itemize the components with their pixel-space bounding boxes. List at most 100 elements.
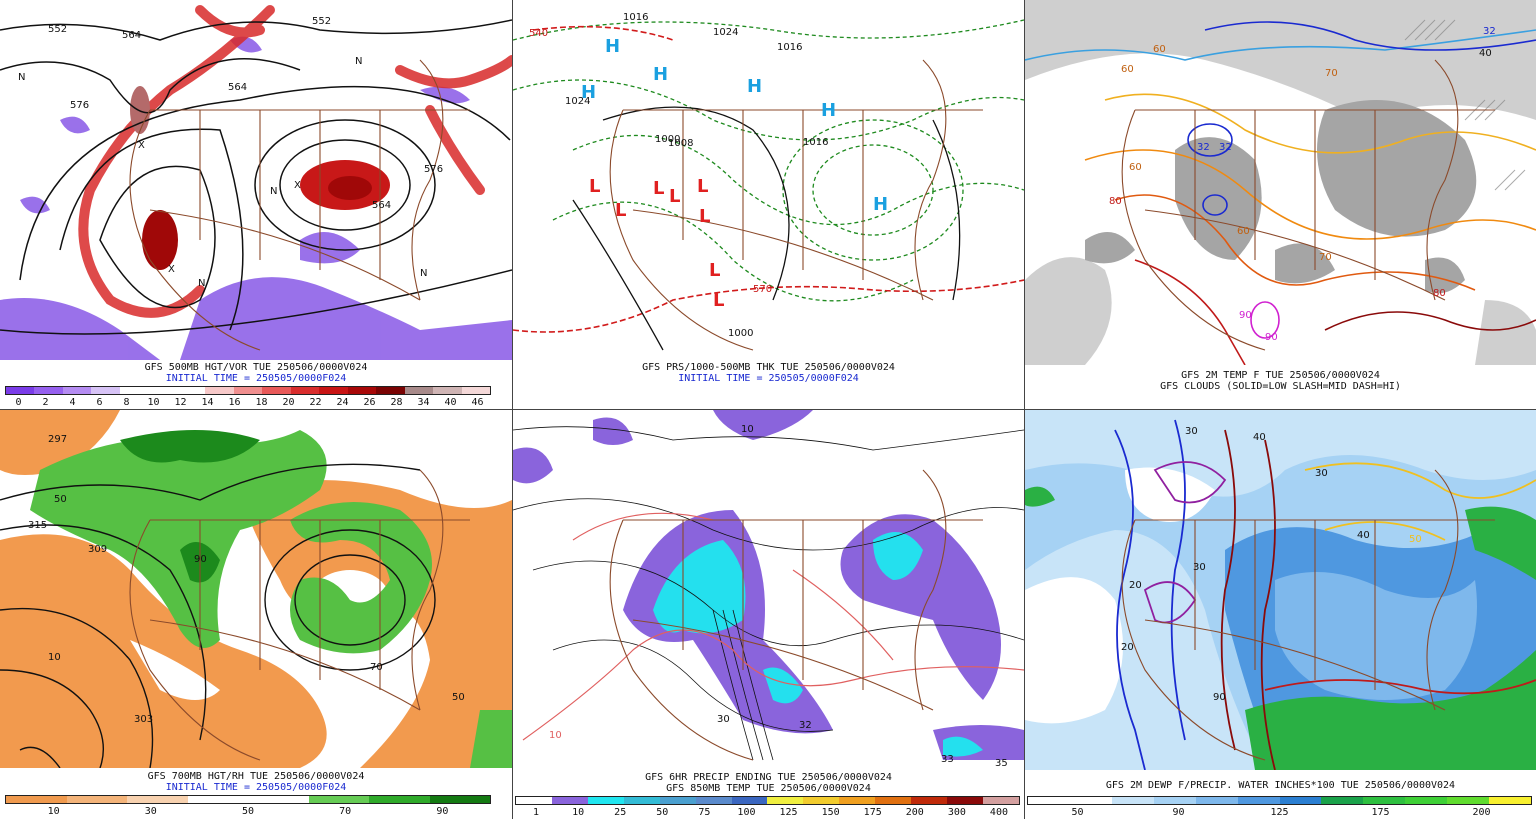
map-label: N [18,72,25,83]
colorbar-swatch [623,797,660,804]
caption-line-1: GFS 2M DEWP F/PRECIP. WATER INCHES*100 T… [1105,780,1456,791]
colorbar-swatch [587,797,624,804]
map-label: N [355,56,362,67]
colorbar-precipitable-water-ticks: 50 90 125 175 200 [1027,807,1532,819]
map-label: X [168,264,175,275]
caption-initial-time: INITIAL TIME = 250505/0000F024 [165,373,347,384]
map-label: 1008 [668,138,693,149]
colorbar-swatch [347,387,377,394]
colorbar-tick-label: 10 [147,397,160,408]
colorbar-swatch [1279,797,1322,804]
map-precipitation: 10 30 32 33 35 10 [513,410,1024,770]
colorbar-tick-label: 1 [533,807,540,818]
low-pressure-marker: L [697,176,708,197]
colorbar-swatch [1111,797,1154,804]
map-label: 1016 [803,137,828,148]
colorbar-swatch [1363,797,1406,804]
colorbar-tick-label: 28 [390,397,403,408]
map-700mb-humidity: 297 315 309 303 50 10 50 90 70 [0,410,512,768]
colorbar-tick-label: 100 [737,807,756,818]
map-label: 60 [1129,162,1142,173]
map-label: 40 [1479,48,1492,59]
panel-prs-thickness: 1016 1024 540 1008 1016 1024 1000 1016 5… [513,0,1024,409]
map-label: N [270,186,277,197]
colorbar-tick-label: 175 [1371,807,1390,818]
colorbar-tick-label: 300 [947,807,966,818]
caption-line-2: GFS CLOUDS (SOLID=LOW SLASH=MID DASH=HI) [1160,381,1401,392]
colorbar-precipitable-water [1027,796,1532,805]
caption-line-2: GFS 850MB TEMP TUE 250506/0000V024 [666,783,871,794]
map-label: 1000 [728,328,753,339]
colorbar-swatch [695,797,732,804]
colorbar-swatch [376,387,405,394]
map-label: 32 [1197,142,1210,153]
colorbar-swatch [911,797,948,804]
low-pressure-marker: L [709,260,720,281]
colorbar-swatch [6,387,35,394]
colorbar-swatch [839,797,876,804]
colorbar-swatch [62,387,92,394]
colorbar-tick-label: 10 [572,807,585,818]
panel-caption: GFS 500MB HGT/VOR TUE 250506/0000V024 IN… [0,362,512,384]
caption-initial-time: INITIAL TIME = 250505/0000F024 [165,782,347,793]
map-label: 1016 [623,12,648,23]
map-label: 315 [28,520,47,531]
caption-line-1: GFS 700MB HGT/RH TUE 250506/0000V024 [147,771,365,782]
map-label: 564 [122,30,141,41]
colorbar-tick-label: 150 [821,807,840,818]
caption-initial-time: INITIAL TIME = 250505/0000F024 [678,373,859,384]
panel-2m-dewpoint-precip-water: 30 40 30 20 50 40 30 20 90 GFS 2M DEWP F… [1025,410,1536,819]
map-label: 30 [717,714,730,725]
colorbar-swatch [659,797,696,804]
grid-divider [0,409,1536,410]
colorbar-swatch [429,796,490,803]
map-label: 90 [194,554,207,565]
map-label: 90 [1213,692,1226,703]
map-label: 40 [1357,530,1370,541]
low-pressure-marker: L [653,178,664,199]
colorbar-swatch [148,387,177,394]
map-label: 60 [1121,64,1134,75]
colorbar-swatch [248,796,309,803]
colorbar-tick-label: 20 [282,397,295,408]
colorbar-swatch [1028,797,1070,804]
panel-700mb-hgt-rh: 297 315 309 303 50 10 50 90 70 GFS 700MB… [0,410,512,819]
panel-500mb-hgt-vor: 552 564 576 564 552 576 564 N N X N X X … [0,0,512,409]
map-label: 30 [1185,426,1198,437]
map-label: 32 [1219,142,1232,153]
colorbar-tick-label: 25 [614,807,627,818]
colorbar-precipitation-ticks: 1 10 25 50 75 100 125 150 175 200 300 400 [515,807,1020,819]
colorbar-tick-label: 10 [47,806,60,817]
map-label: 570 [753,284,772,295]
map-label: 540 [529,28,548,39]
colorbar-tick-label: 18 [255,397,268,408]
map-label: N [198,278,205,289]
map-label: 1000 [655,134,680,145]
colorbar-swatch [767,797,804,804]
caption-line-1: GFS 6HR PRECIP ENDING TUE 250506/0000V02… [645,772,892,783]
colorbar-swatch [1447,797,1490,804]
caption-line-1: GFS 500MB HGT/VOR TUE 250506/0000V024 [144,362,368,373]
map-label: 70 [1319,252,1332,263]
colorbar-tick-label: 50 [656,807,669,818]
map-pressure-thickness: 1016 1024 540 1008 1016 1024 1000 1016 5… [513,0,1024,360]
low-pressure-marker: L [699,206,710,227]
panel-6hr-precip-850mb-temp: 10 30 32 33 35 10 GFS 6HR PRECIP ENDING … [513,410,1024,819]
low-pressure-marker: L [589,176,600,197]
map-label: 40 [1253,432,1266,443]
colorbar-tick-label: 125 [1270,807,1289,818]
caption-line-1: GFS PRS/1000-500MB THK TUE 250506/0000V0… [642,362,895,373]
map-label: X [138,140,145,151]
map-label: 60 [1153,44,1166,55]
colorbar-relative-humidity [5,795,491,804]
panel-2m-temp-clouds: 60 60 70 32 32 60 60 70 80 90 90 80 40 3… [1025,0,1536,409]
colorbar-swatch [947,797,983,804]
colorbar-swatch [433,387,462,394]
colorbar-precipitation [515,796,1020,805]
colorbar-tick-label: 70 [339,806,352,817]
map-label: 297 [48,434,67,445]
colorbar-swatch [308,796,369,803]
map-label: N [420,268,427,279]
colorbar-tick-label: 4 [69,397,76,408]
colorbar-tick-label: 75 [698,807,711,818]
